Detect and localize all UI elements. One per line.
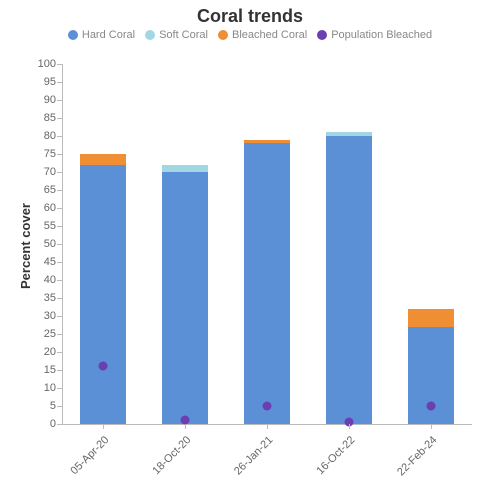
y-tick-label: 85 xyxy=(16,112,62,124)
y-tick-label: 95 xyxy=(16,76,62,88)
bar-group xyxy=(162,64,208,424)
legend-item-population-bleached: Population Bleached xyxy=(317,29,432,41)
y-tick-label: 10 xyxy=(16,382,62,394)
legend-swatch-soft-coral xyxy=(145,30,155,40)
bar-seg-soft-coral xyxy=(326,132,372,136)
legend-swatch-bleached-coral xyxy=(218,30,228,40)
bar-group xyxy=(244,64,290,424)
y-tick-label: 15 xyxy=(16,364,62,376)
y-tick-label: 50 xyxy=(16,238,62,250)
legend-item-hard-coral: Hard Coral xyxy=(68,29,135,41)
x-tick-label: 16-Oct-22 xyxy=(307,434,358,485)
x-tick xyxy=(349,424,350,429)
y-tick-label: 60 xyxy=(16,202,62,214)
x-tick xyxy=(267,424,268,429)
bar-seg-hard-coral xyxy=(162,172,208,424)
y-tick-label: 80 xyxy=(16,130,62,142)
x-tick-label: 05-Apr-20 xyxy=(61,434,112,485)
y-axis-line xyxy=(62,64,63,424)
x-tick xyxy=(185,424,186,429)
y-tick-label: 90 xyxy=(16,94,62,106)
y-tick-label: 5 xyxy=(16,400,62,412)
chart-container: Coral trends Hard Coral Soft Coral Bleac… xyxy=(0,0,500,500)
y-tick-label: 100 xyxy=(16,58,62,70)
legend-swatch-hard-coral xyxy=(68,30,78,40)
y-tick-label: 75 xyxy=(16,148,62,160)
y-tick-label: 45 xyxy=(16,256,62,268)
y-tick-label: 30 xyxy=(16,310,62,322)
y-tick-label: 35 xyxy=(16,292,62,304)
point-population-bleached xyxy=(263,402,272,411)
bar-group xyxy=(408,64,454,424)
legend-item-soft-coral: Soft Coral xyxy=(145,29,208,41)
y-tick-label: 70 xyxy=(16,166,62,178)
chart-title: Coral trends xyxy=(0,0,500,27)
x-tick-label: 18-Oct-20 xyxy=(143,434,194,485)
y-tick-label: 20 xyxy=(16,346,62,358)
legend-label: Hard Coral xyxy=(82,29,135,41)
y-tick-label: 0 xyxy=(16,418,62,430)
x-tick-label: 26-Jan-21 xyxy=(225,434,276,485)
plot-area: 0510152025303540455055606570758085909510… xyxy=(62,64,472,424)
y-tick-label: 65 xyxy=(16,184,62,196)
x-tick xyxy=(103,424,104,429)
point-population-bleached xyxy=(427,402,436,411)
y-tick-label: 40 xyxy=(16,274,62,286)
legend-label: Bleached Coral xyxy=(232,29,307,41)
bar-seg-hard-coral xyxy=(80,165,126,424)
x-tick xyxy=(431,424,432,429)
bar-seg-bleached-coral xyxy=(80,154,126,165)
legend-label: Soft Coral xyxy=(159,29,208,41)
y-tick-label: 25 xyxy=(16,328,62,340)
legend-item-bleached-coral: Bleached Coral xyxy=(218,29,307,41)
legend-swatch-population-bleached xyxy=(317,30,327,40)
bar-seg-soft-coral xyxy=(162,165,208,172)
bar-seg-bleached-coral xyxy=(408,309,454,327)
legend-label: Population Bleached xyxy=(331,29,432,41)
bar-seg-hard-coral xyxy=(326,136,372,424)
legend: Hard Coral Soft Coral Bleached Coral Pop… xyxy=(0,29,500,41)
bar-seg-bleached-coral xyxy=(244,140,290,144)
x-tick-label: 22-Feb-24 xyxy=(389,434,440,485)
bar-group xyxy=(326,64,372,424)
bar-seg-hard-coral xyxy=(244,143,290,424)
y-tick-label: 55 xyxy=(16,220,62,232)
point-population-bleached xyxy=(99,362,108,371)
